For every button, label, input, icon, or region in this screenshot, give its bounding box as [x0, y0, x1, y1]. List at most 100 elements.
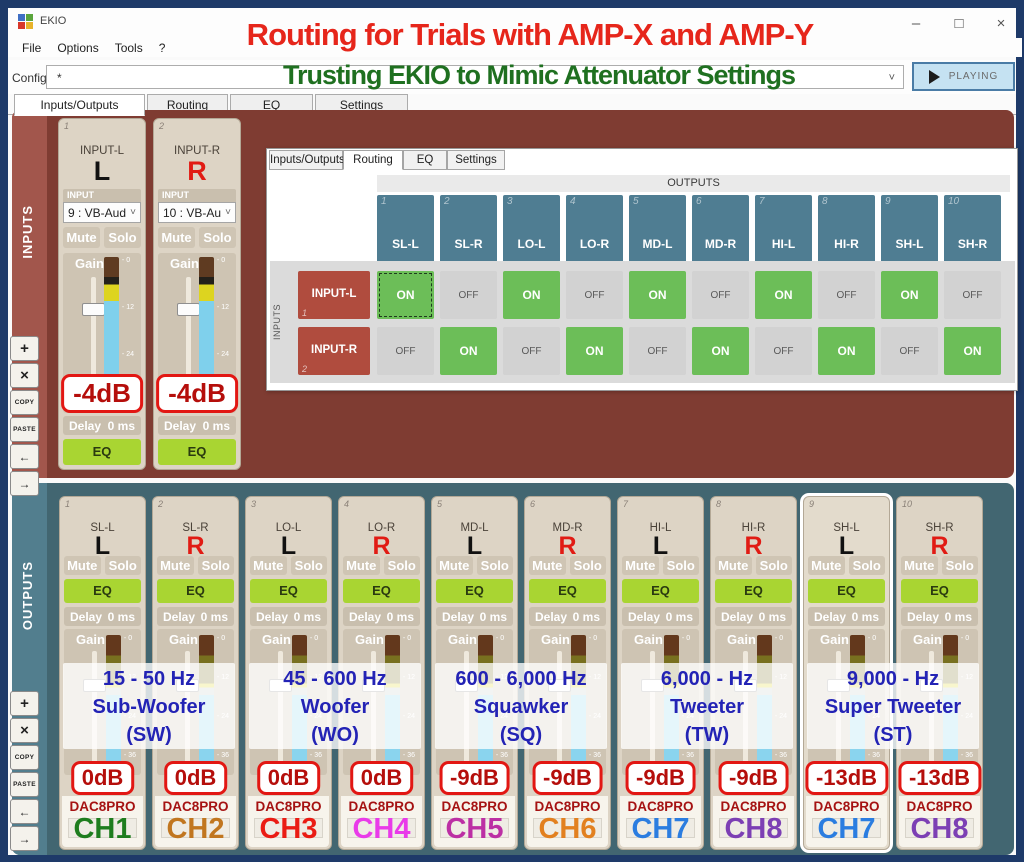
- add-channel-button[interactable]: +: [10, 336, 39, 361]
- mute-button[interactable]: Mute: [622, 556, 659, 575]
- routing-cell[interactable]: OFF: [440, 271, 497, 319]
- routing-cell[interactable]: ON: [377, 271, 434, 319]
- solo-button[interactable]: Solo: [941, 556, 978, 575]
- solo-button[interactable]: Solo: [476, 556, 513, 575]
- remove-channel-button[interactable]: ×: [10, 363, 39, 388]
- mute-button[interactable]: Mute: [64, 556, 101, 575]
- eq-button[interactable]: EQ: [715, 579, 792, 603]
- dac-channel-select[interactable]: [905, 818, 974, 838]
- close-button[interactable]: ×: [996, 15, 1006, 32]
- mute-button[interactable]: Mute: [250, 556, 287, 575]
- mute-button[interactable]: Mute: [529, 556, 566, 575]
- matrix-tab-settings[interactable]: Settings: [447, 150, 505, 170]
- routing-cell[interactable]: ON: [503, 271, 560, 319]
- delay-control[interactable]: Delay 0 ms: [157, 607, 234, 626]
- routing-cell[interactable]: ON: [566, 327, 623, 375]
- menu-file[interactable]: File: [22, 40, 42, 55]
- delay-control[interactable]: Delay 0 ms: [436, 607, 513, 626]
- dac-channel-select[interactable]: [161, 818, 230, 838]
- minimize-button[interactable]: –: [911, 15, 921, 32]
- delay-control[interactable]: Delay 0 ms: [622, 607, 699, 626]
- routing-cell[interactable]: OFF: [629, 327, 686, 375]
- dac-channel-select[interactable]: [626, 818, 695, 838]
- eq-button[interactable]: EQ: [250, 579, 327, 603]
- dac-channel-select[interactable]: [254, 818, 323, 838]
- matrix-tab-routing[interactable]: Routing: [343, 150, 403, 170]
- mute-button[interactable]: Mute: [343, 556, 380, 575]
- paste-button[interactable]: PASTE: [10, 772, 39, 797]
- eq-button[interactable]: EQ: [436, 579, 513, 603]
- mute-button[interactable]: Mute: [63, 227, 100, 248]
- copy-button[interactable]: COPY: [10, 745, 39, 770]
- routing-cell[interactable]: ON: [881, 271, 938, 319]
- gain-slider-handle[interactable]: [177, 303, 200, 316]
- dac-channel-select[interactable]: [440, 818, 509, 838]
- move-left-button[interactable]: ←: [10, 799, 39, 824]
- eq-button[interactable]: EQ: [529, 579, 606, 603]
- tab-routing[interactable]: Routing: [147, 94, 228, 115]
- eq-button[interactable]: EQ: [157, 579, 234, 603]
- solo-button[interactable]: Solo: [104, 556, 141, 575]
- dac-channel-select[interactable]: [812, 818, 881, 838]
- menu-help[interactable]: ?: [158, 40, 166, 55]
- routing-cell[interactable]: OFF: [692, 271, 749, 319]
- delay-control[interactable]: Delay 0 ms: [715, 607, 792, 626]
- matrix-tab-eq[interactable]: EQ: [403, 150, 447, 170]
- mute-button[interactable]: Mute: [901, 556, 938, 575]
- mute-button[interactable]: Mute: [808, 556, 845, 575]
- mute-button[interactable]: Mute: [436, 556, 473, 575]
- paste-button[interactable]: PASTE: [10, 417, 39, 442]
- routing-cell[interactable]: ON: [692, 327, 749, 375]
- routing-cell[interactable]: ON: [944, 327, 1001, 375]
- eq-button[interactable]: EQ: [808, 579, 885, 603]
- tab-inputs-outputs[interactable]: Inputs/Outputs: [14, 94, 145, 116]
- eq-button[interactable]: EQ: [63, 439, 141, 465]
- delay-control[interactable]: Delay 0 ms: [529, 607, 606, 626]
- input-device-select[interactable]: INPUT 9 : VB-Aud ˅: [63, 189, 141, 223]
- input-device-select[interactable]: INPUT 10 : VB-Au ˅: [158, 189, 236, 223]
- eq-button[interactable]: EQ: [64, 579, 141, 603]
- routing-cell[interactable]: OFF: [377, 327, 434, 375]
- eq-button[interactable]: EQ: [901, 579, 978, 603]
- add-channel-button[interactable]: +: [10, 691, 39, 716]
- eq-button[interactable]: EQ: [158, 439, 236, 465]
- menu-tools[interactable]: Tools: [114, 40, 143, 55]
- routing-cell[interactable]: ON: [440, 327, 497, 375]
- eq-button[interactable]: EQ: [343, 579, 420, 603]
- menu-options[interactable]: Options: [57, 40, 99, 55]
- delay-control[interactable]: Delay 0 ms: [901, 607, 978, 626]
- matrix-tab-inputs-outputs[interactable]: Inputs/Outputs: [269, 150, 345, 170]
- mute-button[interactable]: Mute: [715, 556, 752, 575]
- delay-control[interactable]: Delay 0 ms: [64, 607, 141, 626]
- routing-cell[interactable]: OFF: [818, 271, 875, 319]
- delay-control[interactable]: Delay 0 ms: [158, 416, 236, 435]
- dac-channel-select[interactable]: [719, 818, 788, 838]
- delay-control[interactable]: Delay 0 ms: [343, 607, 420, 626]
- solo-button[interactable]: Solo: [755, 556, 792, 575]
- routing-cell[interactable]: OFF: [881, 327, 938, 375]
- dac-channel-select[interactable]: [533, 818, 602, 838]
- delay-control[interactable]: Delay 0 ms: [808, 607, 885, 626]
- dac-channel-select[interactable]: [68, 818, 137, 838]
- eq-button[interactable]: EQ: [622, 579, 699, 603]
- playing-button[interactable]: PLAYING: [912, 62, 1015, 91]
- routing-cell[interactable]: ON: [629, 271, 686, 319]
- mute-button[interactable]: Mute: [157, 556, 194, 575]
- routing-cell[interactable]: ON: [818, 327, 875, 375]
- move-right-button[interactable]: →: [10, 826, 39, 851]
- routing-cell[interactable]: OFF: [566, 271, 623, 319]
- solo-button[interactable]: Solo: [662, 556, 699, 575]
- routing-cell[interactable]: OFF: [944, 271, 1001, 319]
- move-left-button[interactable]: ←: [10, 444, 39, 469]
- routing-cell[interactable]: ON: [755, 271, 812, 319]
- maximize-button[interactable]: □: [954, 15, 964, 32]
- config-dropdown[interactable]: * ˅: [46, 65, 904, 89]
- delay-control[interactable]: Delay 0 ms: [250, 607, 327, 626]
- routing-cell[interactable]: OFF: [503, 327, 560, 375]
- move-right-button[interactable]: →: [10, 471, 39, 496]
- remove-channel-button[interactable]: ×: [10, 718, 39, 743]
- mute-button[interactable]: Mute: [158, 227, 195, 248]
- dac-channel-select[interactable]: [347, 818, 416, 838]
- solo-button[interactable]: Solo: [569, 556, 606, 575]
- copy-button[interactable]: COPY: [10, 390, 39, 415]
